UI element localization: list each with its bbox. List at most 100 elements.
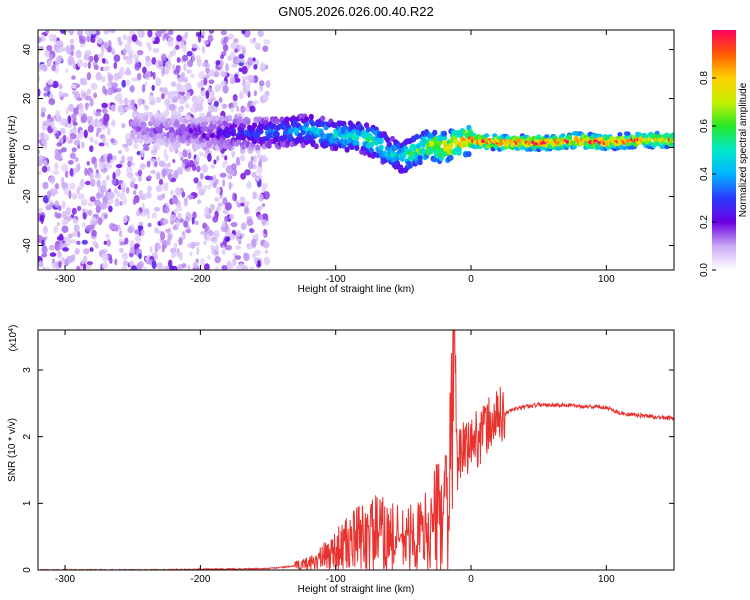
spectrogram-noise-cell [61, 210, 67, 219]
spectrogram-noise-cell [89, 136, 94, 143]
spectrogram-ridge-cell [414, 133, 420, 140]
spectrogram-ytick-label: -40 [22, 238, 33, 253]
spectrogram-noise-cell [59, 30, 66, 34]
spectrogram-noise-cell [224, 215, 229, 223]
spectrogram-noise-cell [241, 233, 245, 238]
spectrogram-noise-cell [241, 265, 249, 270]
spectrogram-ridge-cell [143, 115, 149, 122]
spectrogram-noise-cell [180, 72, 186, 78]
spectrogram-ridge-cell [180, 123, 186, 130]
spectrogram-noise-cell [96, 127, 102, 133]
spectrogram-ridge-cell [211, 123, 217, 130]
spectrogram-noise-cell [42, 181, 49, 190]
spectrogram-noise-cell [155, 77, 162, 87]
spectrogram-noise-cell [107, 87, 114, 96]
spectrogram-ridge-cell [159, 139, 165, 146]
spectrogram-noise-cell [190, 106, 196, 113]
spectrogram-noise-cell [53, 225, 58, 234]
spectrogram-noise-cell [94, 161, 98, 169]
spectrogram-noise-cell [239, 196, 246, 204]
spectrogram-ridge-cell [625, 131, 631, 136]
spectrogram-noise-cell [249, 38, 257, 45]
spectrogram-noise-cell [178, 237, 183, 246]
spectrogram-noise-cell [95, 205, 101, 214]
spectrogram-noise-cell [140, 211, 148, 217]
spectrogram-noise-cell [85, 95, 92, 101]
spectrogram-noise-cell [221, 248, 226, 255]
spectrogram-noise-cell [46, 45, 53, 52]
spectrogram-noise-cell [164, 109, 170, 118]
spectrogram-noise-cell [70, 239, 77, 244]
spectrogram-noise-cell [196, 246, 200, 256]
spectrogram-noise-cell [142, 143, 148, 148]
spectrogram-noise-cell [65, 68, 69, 73]
spectrogram-noise-cell [164, 153, 169, 162]
spectrogram-noise-cell [175, 44, 180, 50]
spectrogram-noise-cell [231, 63, 238, 68]
spectrogram-noise-cell [98, 161, 106, 170]
spectrogram-noise-cell [75, 49, 82, 59]
spectrogram-noise-cell [216, 206, 221, 212]
spectrogram-ridge-cell [365, 126, 371, 133]
spectrogram-noise-cell [70, 132, 77, 140]
spectrogram-noise-cell [49, 54, 54, 61]
spectrogram-noise-cell [55, 57, 60, 67]
spectrogram-xtick-label: -200 [190, 274, 210, 285]
spectrogram-noise-cell [192, 261, 199, 269]
spectrogram-noise-cell [71, 75, 76, 80]
spectrogram-noise-cell [95, 131, 99, 137]
spectrogram-noise-cell [62, 247, 69, 252]
spectrogram-noise-cell [260, 62, 266, 70]
spectrogram-noise-cell [67, 233, 73, 239]
spectrogram-ridge-cell [303, 116, 310, 123]
spectrogram-noise-cell [187, 59, 194, 68]
spectrogram-noise-cell [103, 30, 110, 35]
spectrogram-noise-cell [181, 191, 186, 198]
spectrogram-noise-cell [109, 30, 116, 34]
spectrogram-noise-cell [54, 211, 58, 218]
spectrogram-ridge-cell [354, 145, 360, 151]
spectrogram-noise-cell [200, 257, 206, 267]
spectrogram-noise-cell [43, 86, 51, 92]
spectrogram-noise-cell [157, 60, 164, 66]
spectrogram-noise-cell [203, 39, 209, 46]
spectrogram-noise-cell [172, 195, 179, 205]
spectrogram-noise-cell [163, 205, 170, 214]
spectrogram-noise-cell [49, 116, 55, 123]
spectrogram-noise-cell [80, 77, 85, 86]
spectrogram-noise-cell [163, 182, 169, 192]
spectrogram-noise-cell [252, 234, 257, 240]
spectrogram-noise-cell [115, 168, 120, 178]
spectrogram-noise-cell [199, 152, 204, 157]
spectrogram-ridge-cell [368, 147, 374, 154]
spectrogram-noise-cell [91, 229, 97, 237]
spectrogram-ridge-cell [175, 141, 181, 148]
spectrogram-noise-cell [181, 234, 187, 240]
spectrogram-noise-cell [152, 47, 160, 54]
snr-ytick-label: 2 [22, 433, 33, 439]
spectrogram-xtick-label: -300 [55, 274, 75, 285]
spectrogram-noise-cell [83, 255, 88, 262]
spectrogram-noise-cell [240, 58, 245, 63]
spectrogram-noise-cell [41, 165, 48, 173]
spectrogram-noise-cell [82, 212, 87, 220]
spectrogram-noise-cell [40, 111, 46, 118]
spectrogram-noise-cell [106, 153, 113, 162]
spectrogram-noise-cell [265, 249, 269, 254]
spectrogram-noise-cell [126, 138, 133, 147]
spectrogram-noise-cell [68, 190, 72, 199]
spectrogram-noise-cell [228, 181, 232, 191]
snr-axes: -300 -200 -100 0 100 0 1 2 3 [22, 330, 674, 585]
spectrogram-noise-cell [221, 265, 228, 270]
spectrogram-noise-cell [258, 80, 265, 87]
spectrogram-noise-cell [248, 160, 254, 170]
spectrogram-noise-cell [161, 193, 165, 200]
spectrogram-ridge-cell [195, 143, 201, 150]
spectrogram-ridge-cell [378, 137, 384, 144]
spectrogram-ridge-cell [432, 129, 438, 136]
spectrogram-noise-cell [154, 227, 159, 234]
spectrogram-noise-cell [144, 81, 148, 87]
spectrogram-noise-cell [172, 90, 179, 96]
spectrogram-noise-cell [57, 149, 63, 154]
spectrogram-noise-cell [139, 163, 146, 170]
